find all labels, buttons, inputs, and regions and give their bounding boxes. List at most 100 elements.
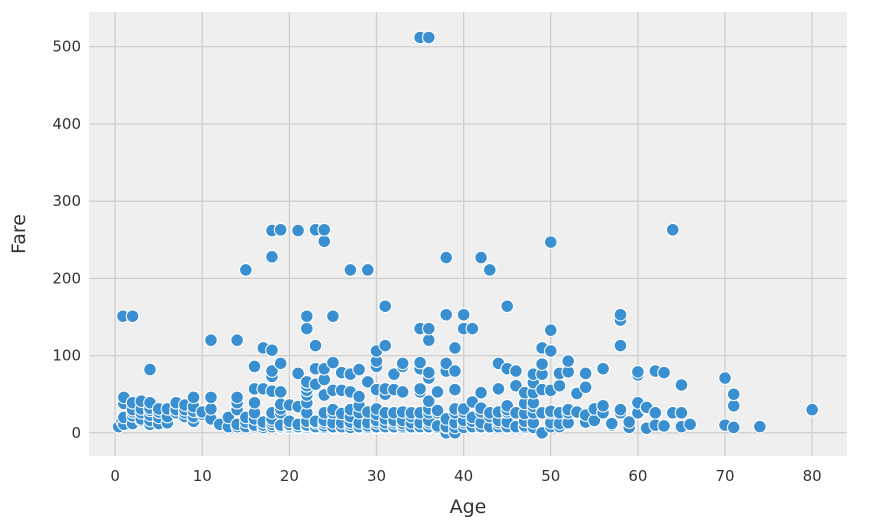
- data-point: [543, 344, 558, 358]
- data-point: [421, 321, 436, 336]
- data-point: [613, 307, 628, 322]
- x-tick-label: 10: [193, 467, 212, 485]
- data-point: [230, 333, 244, 348]
- data-point: [465, 321, 480, 336]
- data-point: [456, 307, 471, 322]
- data-points: [111, 30, 819, 440]
- y-tick-label: 0: [71, 424, 81, 442]
- data-point: [482, 263, 497, 277]
- data-point: [726, 420, 741, 435]
- data-point: [395, 385, 410, 399]
- y-tick-labels: 0 100 200 300 400 500: [52, 38, 81, 442]
- y-tick-label: 500: [52, 38, 81, 56]
- data-point: [317, 222, 332, 237]
- data-point: [674, 378, 689, 392]
- data-point: [596, 398, 610, 413]
- data-point: [665, 222, 680, 237]
- data-point: [143, 362, 157, 377]
- data-point: [343, 263, 358, 277]
- x-tick-label: 80: [803, 467, 822, 485]
- data-point: [448, 382, 462, 397]
- data-point: [204, 390, 218, 405]
- data-point: [352, 362, 366, 377]
- data-point: [726, 387, 741, 402]
- data-point: [291, 366, 305, 381]
- data-point: [543, 323, 558, 337]
- data-point: [273, 385, 288, 399]
- y-tick-label: 400: [52, 115, 81, 133]
- x-tick-label: 40: [454, 467, 473, 485]
- data-point: [439, 307, 454, 322]
- data-point: [683, 417, 698, 432]
- data-point: [448, 364, 462, 378]
- data-point: [326, 355, 340, 370]
- data-point: [413, 355, 427, 370]
- grid-lines: [89, 12, 847, 456]
- data-point: [360, 375, 375, 389]
- data-point: [491, 381, 506, 396]
- data-point: [648, 405, 663, 420]
- data-point: [387, 367, 401, 381]
- x-axis-label: Age: [450, 496, 487, 518]
- x-tick-label: 20: [280, 467, 299, 485]
- data-point: [509, 364, 523, 378]
- data-point: [265, 364, 279, 378]
- data-point: [500, 299, 515, 314]
- data-point: [395, 356, 410, 371]
- data-point: [413, 381, 427, 396]
- data-point: [657, 365, 671, 380]
- y-tick-label: 100: [52, 347, 81, 365]
- x-tick-label: 70: [715, 467, 734, 485]
- x-tick-label: 60: [628, 467, 647, 485]
- data-point: [308, 338, 323, 353]
- data-point: [317, 234, 332, 249]
- data-point: [578, 366, 593, 381]
- x-tick-labels: 0 10 20 30 40 50 60 70 80: [110, 467, 821, 485]
- data-point: [265, 249, 279, 264]
- data-point: [273, 222, 288, 237]
- data-point: [204, 402, 218, 416]
- x-tick-label: 50: [541, 467, 560, 485]
- data-point: [439, 356, 454, 371]
- data-point: [378, 299, 393, 314]
- data-point: [125, 309, 140, 324]
- data-point: [631, 364, 645, 379]
- data-point: [604, 416, 619, 431]
- data-point: [613, 338, 628, 353]
- data-point: [535, 357, 549, 371]
- y-tick-label: 200: [52, 269, 81, 287]
- data-point: [265, 343, 279, 358]
- y-tick-label: 300: [52, 192, 81, 210]
- data-point: [186, 390, 201, 405]
- data-point: [247, 359, 262, 374]
- data-point: [561, 354, 576, 368]
- data-point: [273, 356, 288, 371]
- data-point: [230, 390, 244, 405]
- data-point: [552, 378, 567, 393]
- data-point: [622, 415, 637, 429]
- data-point: [421, 394, 436, 409]
- data-point: [247, 395, 262, 410]
- data-point: [805, 402, 819, 417]
- data-point: [360, 263, 375, 277]
- data-point: [474, 385, 488, 400]
- data-point: [204, 333, 218, 348]
- y-axis-label: Fare: [8, 214, 30, 254]
- x-tick-label: 30: [367, 467, 386, 485]
- data-point: [578, 380, 593, 395]
- data-point: [299, 309, 314, 324]
- x-tick-label: 0: [110, 467, 120, 485]
- data-point: [596, 361, 610, 376]
- data-point: [238, 263, 253, 277]
- data-point: [439, 250, 454, 265]
- data-point: [726, 398, 741, 413]
- data-point: [753, 419, 767, 434]
- data-point: [291, 223, 305, 238]
- data-point: [674, 405, 689, 420]
- data-point: [718, 371, 732, 385]
- data-point: [543, 235, 558, 249]
- data-point: [378, 338, 393, 353]
- data-point: [326, 309, 340, 324]
- data-point: [421, 365, 436, 380]
